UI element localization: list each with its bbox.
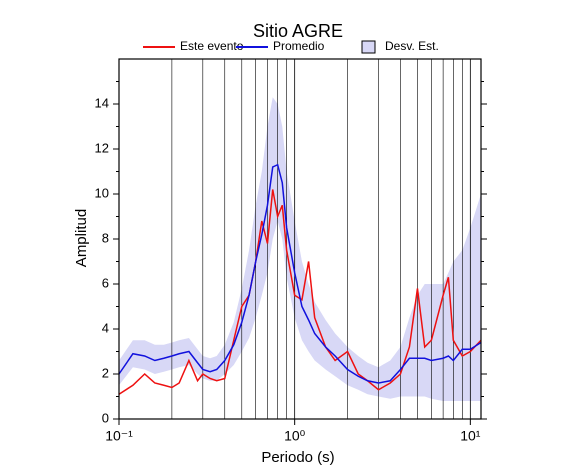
- legend-swatch: [361, 40, 376, 54]
- y-axis-label: Amplitud: [73, 209, 90, 267]
- y-tick-label: 4: [102, 320, 109, 335]
- chart-title: Sitio AGRE: [253, 21, 343, 41]
- legend-label: Este evento: [180, 39, 244, 53]
- y-tick-label: 10: [95, 185, 109, 200]
- legend-label: Promedio: [273, 39, 325, 53]
- x-tick-label: 10⁻¹: [105, 428, 133, 444]
- y-tick-label: 0: [102, 410, 109, 425]
- series-line: [118, 189, 482, 395]
- series-line: [118, 163, 482, 384]
- y-tick-label: 2: [102, 365, 109, 380]
- y-tick-label: 8: [102, 230, 109, 245]
- x-tick-label: 10¹: [460, 428, 481, 444]
- y-tick-label: 14: [95, 95, 109, 110]
- y-tick-label: 6: [102, 275, 109, 290]
- y-tick-label: 12: [95, 140, 109, 155]
- legend-label: Desv. Est.: [385, 39, 439, 53]
- x-tick-label: 10⁰: [284, 428, 306, 444]
- x-axis-label: Periodo (s): [261, 449, 334, 466]
- std-band: [119, 97, 481, 401]
- plot-frame: [118, 58, 482, 420]
